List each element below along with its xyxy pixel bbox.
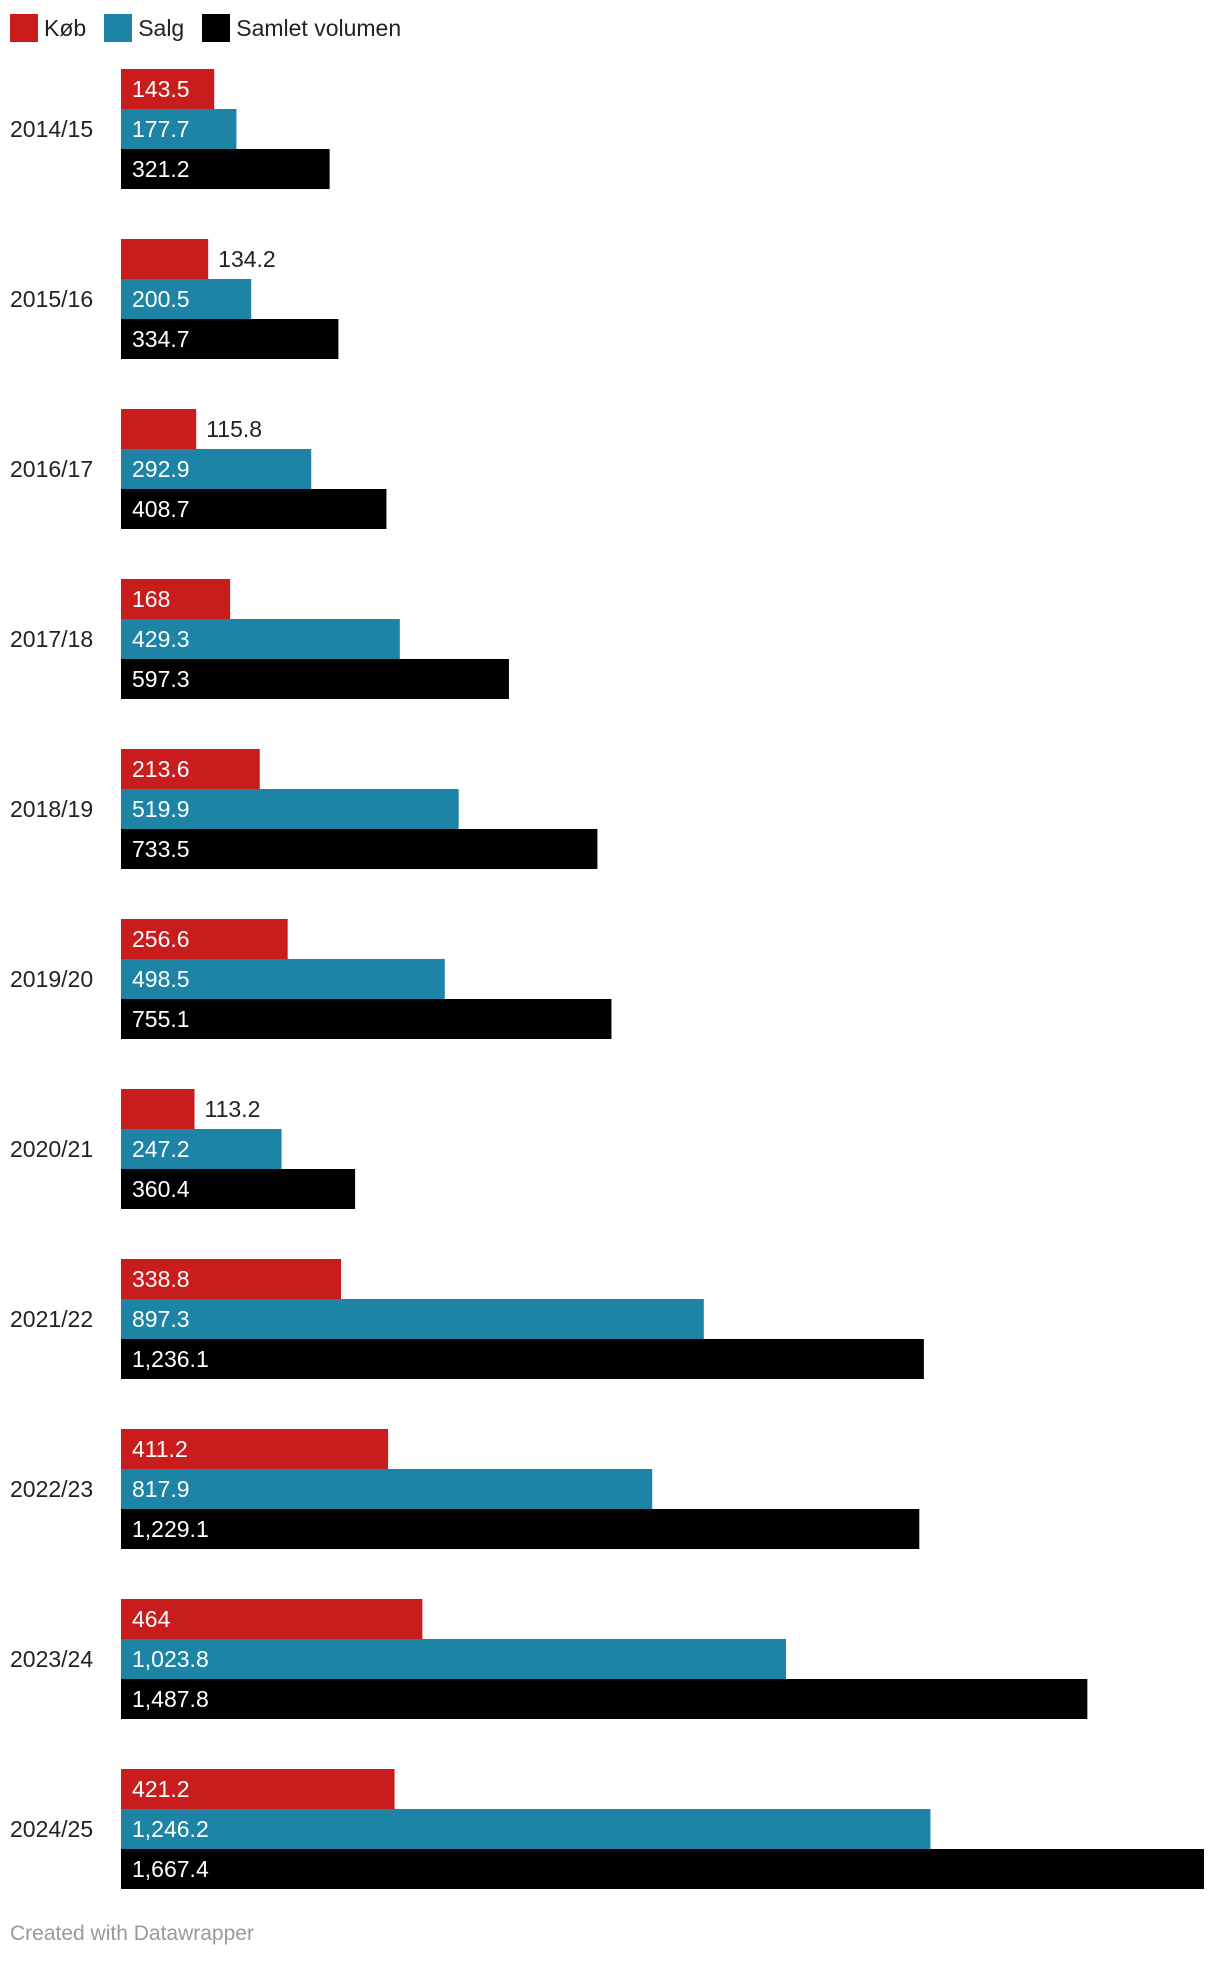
value-label: 113.2 [205,1096,261,1122]
bar-k-b [121,1089,195,1129]
category-label: 2016/17 [10,456,93,482]
value-label: 247.2 [132,1136,190,1162]
value-label: 338.8 [132,1266,190,1292]
legend-swatch-kob [10,14,38,42]
value-label: 408.7 [132,496,190,522]
bar-salg [121,959,445,999]
category-label: 2024/25 [10,1816,93,1842]
value-label: 897.3 [132,1306,190,1332]
value-label: 1,487.8 [132,1686,209,1712]
value-label: 115.8 [206,416,262,442]
category-label: 2015/16 [10,286,93,312]
value-label: 1,667.4 [132,1856,209,1882]
bar-salg [121,1809,931,1849]
value-label: 213.6 [132,756,190,782]
category-label: 2022/23 [10,1476,93,1502]
bar-chart: 2014/15 143.5 177.7 321.2 2015/16 134.2 200.5 3… [10,69,1204,1889]
bar-k-b [121,579,231,619]
legend-label-kob: Køb [44,14,87,41]
value-label: 1,023.8 [132,1646,209,1672]
bar-samlet-volumen [121,1169,356,1209]
bar-k-b [121,919,288,959]
bar-samlet-volumen [121,1679,1088,1719]
datawrapper-credit: Created with Datawrapper [10,1922,254,1945]
bar-salg [121,1469,653,1509]
value-label: 421.2 [132,1776,190,1802]
bar-samlet-volumen [121,149,330,189]
bar-samlet-volumen [121,1509,920,1549]
value-label: 733.5 [132,836,190,862]
legend-item-kob: Køb [10,14,86,42]
value-label: 168 [132,586,170,612]
category-label: 2020/21 [10,1136,93,1162]
chart-legend: Køb Salg Samlet volumen [10,10,419,46]
legend-label-samlet: Samlet volumen [236,14,402,41]
bar-salg [121,619,400,659]
bar-samlet-volumen [121,829,598,869]
bar-salg [121,1639,786,1679]
category-label: 2023/24 [10,1646,93,1672]
category-label: 2019/20 [10,966,93,992]
value-label: 1,246.2 [132,1816,209,1842]
category-label: 2018/19 [10,796,93,822]
value-label: 411.2 [132,1436,188,1462]
value-label: 134.2 [218,246,276,272]
legend-swatch-samlet [202,14,231,42]
value-label: 321.2 [132,156,190,182]
bar-k-b [121,1429,389,1469]
bar-salg [121,449,312,489]
legend-swatch-salg [104,14,133,42]
bar-salg [121,109,237,149]
value-label: 498.5 [132,966,190,992]
value-label: 292.9 [132,456,190,482]
value-label: 360.4 [132,1176,190,1202]
bar-samlet-volumen [121,659,509,699]
bar-salg [121,789,459,829]
legend-item-samlet: Samlet volumen [202,14,401,42]
value-label: 1,229.1 [132,1516,209,1542]
bar-salg [121,1299,704,1339]
value-label: 519.9 [132,796,190,822]
legend-item-salg: Salg [104,14,184,42]
value-label: 334.7 [132,326,190,352]
bar-k-b [121,1599,423,1639]
value-label: 755.1 [132,1006,190,1032]
bar-samlet-volumen [121,319,339,359]
bar-salg [121,1129,282,1169]
bar-k-b [121,1769,395,1809]
bar-k-b [121,409,197,449]
bar-k-b [121,1259,342,1299]
bar-samlet-volumen [121,1339,924,1379]
category-label: 2014/15 [10,116,93,142]
bar-samlet-volumen [121,489,387,529]
value-label: 597.3 [132,666,190,692]
category-label: 2021/22 [10,1306,93,1332]
value-label: 817.9 [132,1476,190,1502]
value-label: 256.6 [132,926,190,952]
value-label: 177.7 [132,116,190,142]
category-label: 2017/18 [10,626,93,652]
bar-k-b [121,69,215,109]
value-label: 143.5 [132,76,190,102]
bar-k-b [121,239,209,279]
value-label: 429.3 [132,626,190,652]
legend-label-salg: Salg [138,14,185,41]
bar-samlet-volumen [121,1849,1204,1889]
bar-samlet-volumen [121,999,612,1039]
bar-salg [121,279,252,319]
value-label: 464 [132,1606,171,1632]
value-label: 200.5 [132,286,190,312]
value-label: 1,236.1 [132,1346,209,1372]
bar-k-b [121,749,260,789]
